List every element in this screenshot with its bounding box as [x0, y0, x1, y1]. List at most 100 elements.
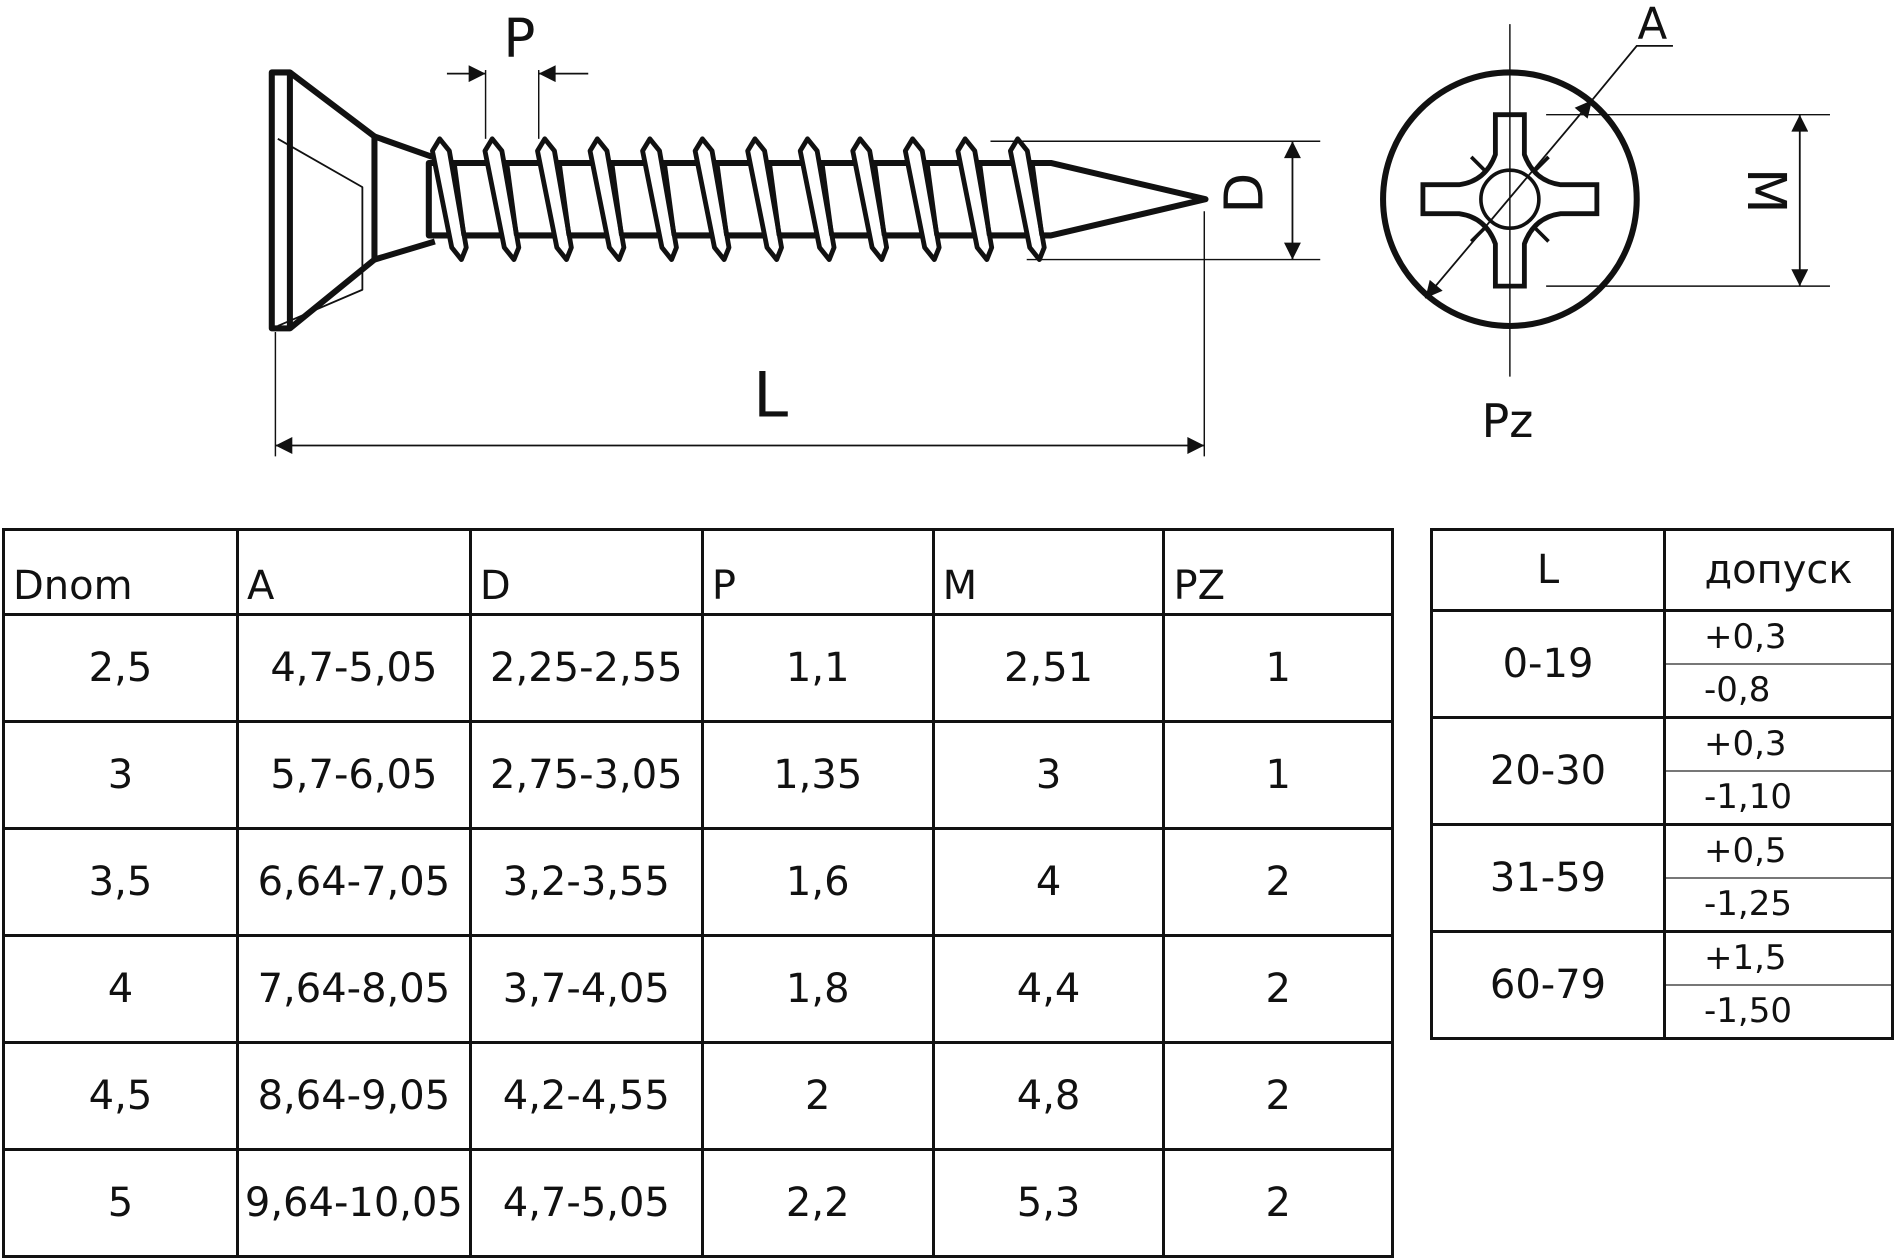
- thread-line: [609, 162, 624, 236]
- table-row: 20-30 +0,3 -1,10: [1430, 716, 1894, 826]
- tolerance-minus: -0,8: [1704, 670, 1771, 710]
- thread-line: [714, 162, 729, 236]
- thread-line: [819, 162, 835, 236]
- table-cell: 2: [1162, 1041, 1394, 1151]
- tolerance-cell: +0,5 -1,25: [1663, 823, 1894, 933]
- tolerance-cell: +0,3 -0,8: [1663, 609, 1894, 719]
- label-a: A: [1638, 0, 1668, 50]
- thread-crest: [902, 136, 942, 262]
- thread-crest: [955, 136, 995, 262]
- table-header-row: L допуск: [1430, 528, 1894, 612]
- table-cell: 1: [1162, 720, 1394, 830]
- dimension-lines: [274, 65, 1321, 457]
- table-row: 5 9,64-10,05 4,7-5,05 2,2 5,3 2: [2, 1148, 1394, 1258]
- label-p: P: [503, 8, 535, 70]
- table-cell: 3,2-3,55: [468, 827, 704, 937]
- thread-crest: [692, 136, 732, 262]
- header-d: D: [468, 528, 704, 616]
- length-range: 60-79: [1430, 930, 1666, 1040]
- label-l: L: [753, 359, 788, 432]
- tolerance-plus: +1,5: [1666, 933, 1891, 986]
- table-cell: 3,5: [2, 827, 239, 937]
- header-pz: PZ: [1162, 528, 1394, 616]
- table-cell: 4,5: [2, 1041, 239, 1151]
- thread-line: [504, 162, 519, 236]
- table-cell: 2,2: [700, 1148, 935, 1258]
- table-cell: 1,1: [700, 613, 935, 723]
- table-cell: 4,4: [931, 934, 1166, 1044]
- label-m: M: [1735, 168, 1797, 214]
- thread-crest: [430, 136, 469, 262]
- table-cell: 2: [1162, 827, 1394, 937]
- table-cell: 4,7-5,05: [468, 1148, 704, 1258]
- table-cell: 4,8: [931, 1041, 1166, 1151]
- length-range: 0-19: [1430, 609, 1666, 719]
- table-cell: 2: [1162, 1148, 1394, 1258]
- table-row: 2,5 4,7-5,05 2,25-2,55 1,1 2,51 1: [2, 613, 1394, 723]
- table-row: 3 5,7-6,05 2,75-3,05 1,35 3 1: [2, 720, 1394, 830]
- thread-crest: [797, 136, 837, 262]
- table-cell: 1,6: [700, 827, 935, 937]
- table-cell: 5: [2, 1148, 239, 1258]
- table-cell: 6,64-7,05: [235, 827, 472, 937]
- table-cell: 2,75-3,05: [468, 720, 704, 830]
- screw-side-view: [268, 69, 1209, 332]
- table-row: 3,5 6,64-7,05 3,2-3,55 1,6 4 2: [2, 827, 1394, 937]
- thread-line: [556, 162, 572, 236]
- thread-crest: [1007, 136, 1047, 262]
- table-row: 0-19 +0,3 -0,8: [1430, 609, 1894, 719]
- table-cell: 2,51: [931, 613, 1166, 723]
- label-d: D: [1213, 173, 1275, 214]
- tolerance-cell: +1,5 -1,50: [1663, 930, 1894, 1040]
- tolerance-minus: -1,10: [1704, 777, 1792, 817]
- table-row: 31-59 +0,5 -1,25: [1430, 823, 1894, 933]
- table-cell: 3: [931, 720, 1166, 830]
- table-row: 4,5 8,64-9,05 4,2-4,55 2 4,8 2: [2, 1041, 1394, 1151]
- thread-line: [924, 162, 940, 236]
- tolerance-cell: +0,3 -1,10: [1663, 716, 1894, 826]
- thread-line: [661, 162, 677, 236]
- table-cell: 2: [1162, 934, 1394, 1044]
- thread-crest: [850, 136, 890, 262]
- thread-line: [767, 162, 782, 236]
- tolerance-plus: +0,3: [1666, 719, 1891, 772]
- table-cell: 3: [2, 720, 239, 830]
- thread-crest: [535, 136, 574, 262]
- screw-threads: [430, 136, 1047, 262]
- thread-crest: [745, 136, 784, 262]
- screw-head-top-view: [1380, 24, 1830, 377]
- header-p: P: [700, 528, 935, 616]
- table-cell: 7,64-8,05: [235, 934, 472, 1044]
- header-dnom: Dnom: [2, 528, 239, 616]
- table-cell: 3,7-4,05: [468, 934, 704, 1044]
- table-cell: 5,7-6,05: [235, 720, 472, 830]
- table-cell: 4: [2, 934, 239, 1044]
- table-cell: 4,2-4,55: [468, 1041, 704, 1151]
- table-cell: 8,64-9,05: [235, 1041, 472, 1151]
- table-row: 4 7,64-8,05 3,7-4,05 1,8 4,4 2: [2, 934, 1394, 1044]
- length-range: 20-30: [1430, 716, 1666, 826]
- label-pz: Pz: [1482, 394, 1534, 448]
- header-l: L: [1430, 528, 1666, 612]
- table-row: 60-79 +1,5 -1,50: [1430, 930, 1894, 1040]
- screw-dimensions-table: Dnom A D P M PZ 2,5 4,7-5,05 2,25-2,55 1,1 2…: [2, 528, 1394, 1258]
- table-cell: 1,8: [700, 934, 935, 1044]
- thread-line: [451, 162, 467, 236]
- table-cell: 9,64-10,05: [235, 1148, 472, 1258]
- table-cell: 5,3: [931, 1148, 1166, 1258]
- thread-crest: [587, 136, 627, 262]
- thread-line: [1029, 162, 1045, 236]
- length-tolerance-table: L допуск 0-19 +0,3 -0,8 20-30 +0,3 -1,10…: [1430, 528, 1894, 1040]
- table-cell: 1: [1162, 613, 1394, 723]
- table-cell: 2,25-2,55: [468, 613, 704, 723]
- table-cell: 2: [700, 1041, 935, 1151]
- table-cell: 4: [931, 827, 1166, 937]
- table-header-row: Dnom A D P M PZ: [2, 528, 1394, 616]
- thread-line: [977, 162, 992, 236]
- table-cell: 2,5: [2, 613, 239, 723]
- table-cell: 4,7-5,05: [235, 613, 472, 723]
- thread-crest: [482, 136, 522, 262]
- header-tolerance: допуск: [1663, 528, 1894, 612]
- header-a: A: [235, 528, 472, 616]
